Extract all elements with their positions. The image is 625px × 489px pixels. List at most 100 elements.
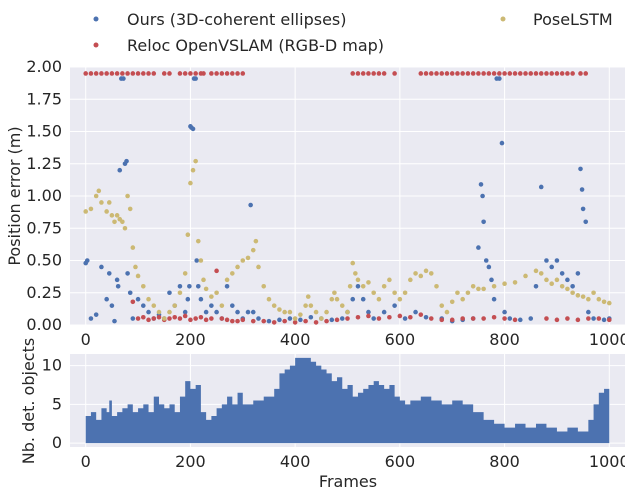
point-reloc <box>360 71 366 76</box>
point-reloc <box>554 71 560 76</box>
point-ours <box>583 219 589 225</box>
point-poselstm <box>195 238 201 244</box>
point-reloc <box>214 268 219 274</box>
point-reloc <box>141 71 146 76</box>
point-ours <box>355 284 361 289</box>
point-ours <box>402 316 408 321</box>
point-poselstm <box>308 303 314 308</box>
point-poselstm <box>397 296 403 302</box>
point-ours <box>538 184 544 190</box>
legend-label-ours: Ours (3D-coherent ellipses) <box>127 10 346 29</box>
point-poselstm <box>339 303 345 308</box>
point-poselstm <box>135 273 141 279</box>
point-ours <box>575 271 581 276</box>
point-ours <box>125 271 130 276</box>
point-poselstm <box>366 280 371 285</box>
point-reloc <box>460 316 465 321</box>
point-poselstm <box>549 281 554 287</box>
point-reloc <box>135 316 141 321</box>
point-reloc <box>366 313 371 319</box>
point-reloc <box>549 71 554 76</box>
point-reloc <box>230 71 235 76</box>
point-reloc <box>203 317 209 323</box>
point-reloc <box>193 71 198 76</box>
point-reloc <box>544 316 549 321</box>
point-reloc <box>250 318 256 324</box>
point-ours <box>146 309 151 315</box>
point-ours <box>177 284 183 289</box>
point-poselstm <box>350 260 356 266</box>
point-ours <box>486 264 492 270</box>
point-reloc <box>130 71 136 76</box>
point-reloc <box>528 71 534 76</box>
point-ours <box>190 126 196 132</box>
point-poselstm <box>353 271 358 276</box>
point-reloc <box>93 71 99 76</box>
point-poselstm <box>112 219 117 225</box>
point-ours <box>499 140 505 146</box>
point-reloc <box>491 314 497 320</box>
point-ours <box>570 284 575 289</box>
point-poselstm <box>146 296 151 302</box>
point-reloc <box>387 314 392 320</box>
point-poselstm <box>224 277 230 283</box>
point-reloc <box>177 316 183 321</box>
point-reloc <box>460 71 465 76</box>
point-poselstm <box>559 284 565 289</box>
point-ours <box>554 258 560 263</box>
point-poselstm <box>141 284 146 289</box>
point-poselstm <box>470 284 476 289</box>
top-x-tick-label: 400 <box>280 330 311 349</box>
point-poselstm <box>198 258 204 263</box>
point-poselstm <box>402 290 408 296</box>
point-ours <box>84 258 90 263</box>
point-reloc <box>313 320 319 325</box>
top-grid <box>70 66 625 326</box>
legend-label-reloc: Reloc OpenVSLAM (RGB-D map) <box>127 36 384 55</box>
point-reloc <box>282 318 287 324</box>
point-poselstm <box>434 284 439 289</box>
point-poselstm <box>444 309 450 315</box>
point-ours <box>121 76 126 81</box>
point-reloc <box>507 71 513 76</box>
point-ours <box>245 309 251 315</box>
point-ours <box>117 167 123 173</box>
point-reloc <box>109 71 115 76</box>
point-poselstm <box>332 290 337 296</box>
point-poselstm <box>203 286 209 292</box>
point-poselstm <box>575 293 581 298</box>
point-ours <box>578 166 583 172</box>
point-reloc <box>512 317 518 323</box>
point-poselstm <box>570 290 575 296</box>
point-poselstm <box>188 180 193 186</box>
point-ours <box>93 312 99 317</box>
top-points <box>83 71 612 325</box>
point-poselstm <box>345 309 350 315</box>
point-poselstm <box>491 284 497 289</box>
legend-marker-poselstm <box>500 16 506 22</box>
point-ours <box>124 158 129 164</box>
point-poselstm <box>460 296 465 302</box>
point-poselstm <box>428 271 434 276</box>
point-reloc <box>235 71 240 76</box>
point-ours <box>266 318 272 324</box>
point-poselstm <box>106 200 112 205</box>
point-ours <box>187 284 192 289</box>
top-x-tick-labels: 0 200 400 600 800 1000 <box>81 330 625 349</box>
point-ours <box>381 309 387 315</box>
point-ours <box>193 76 198 81</box>
point-poselstm <box>334 296 340 302</box>
point-reloc <box>161 71 167 76</box>
point-ours <box>497 76 502 81</box>
point-ours <box>185 296 191 302</box>
point-reloc <box>465 71 471 76</box>
point-reloc <box>376 316 382 321</box>
point-ours <box>579 187 585 192</box>
detected-objects-area <box>85 357 610 444</box>
top-y-tick-label: 0.00 <box>26 315 62 334</box>
bottom-x-tick-label: 200 <box>175 452 206 471</box>
point-reloc <box>135 71 141 76</box>
point-reloc <box>565 316 570 321</box>
point-poselstm <box>319 316 324 321</box>
